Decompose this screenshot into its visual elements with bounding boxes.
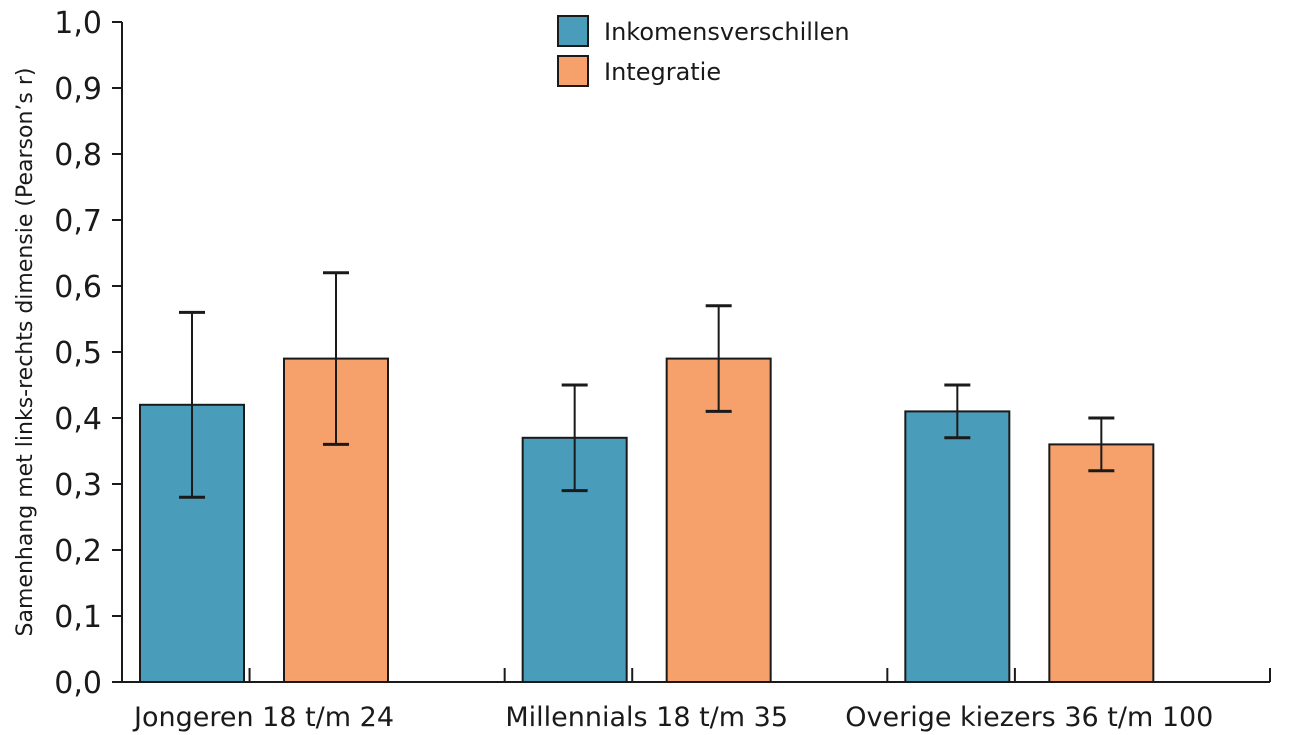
y-tick-label: 0,4 <box>54 402 102 437</box>
y-tick-label: 0,5 <box>54 336 102 371</box>
y-axis-label: Samenhang met links-rechts dimensie (Pea… <box>13 68 38 637</box>
legend: Inkomensverschillen Integratie <box>558 16 850 86</box>
y-tick-label: 0,3 <box>54 468 102 503</box>
category-label: Millennials 18 t/m 35 <box>505 702 788 733</box>
y-tick-label: 0,8 <box>54 138 102 173</box>
legend-label: Integratie <box>604 58 721 86</box>
y-tick-label: 0,1 <box>54 600 102 635</box>
bar <box>1049 444 1153 682</box>
legend-swatch <box>558 16 588 46</box>
y-tick-label: 0,6 <box>54 270 102 305</box>
bars <box>140 359 1153 682</box>
bar <box>905 411 1009 682</box>
y-tick-label: 0,9 <box>54 72 102 107</box>
y-axis: 0,0 0,1 0,2 0,3 0,4 0,5 0,6 0,7 0,8 0,9 1,0 <box>54 6 122 701</box>
y-tick-label: 0,2 <box>54 534 102 569</box>
y-tick-label: 0,0 <box>54 666 102 701</box>
y-tick-label: 1,0 <box>54 6 102 41</box>
legend-swatch <box>558 56 588 86</box>
category-label: Jongeren 18 t/m 24 <box>132 702 394 733</box>
y-tick-label: 0,7 <box>54 204 102 239</box>
legend-label: Inkomensverschillen <box>604 18 850 46</box>
category-label: Overige kiezers 36 t/m 100 <box>845 702 1213 733</box>
